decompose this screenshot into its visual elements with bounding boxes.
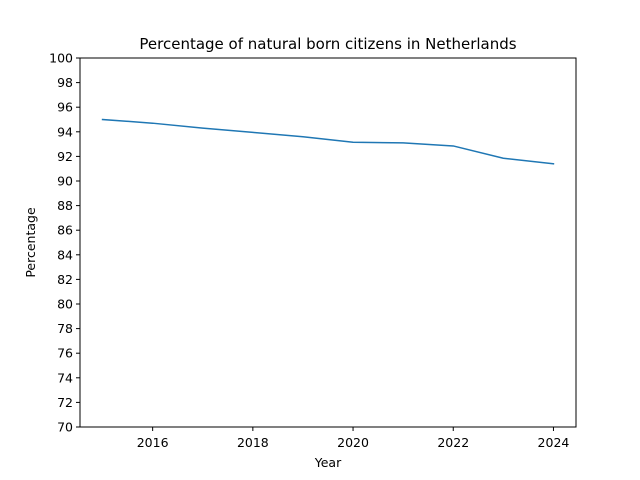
y-tick-label: 96 <box>57 100 73 115</box>
y-axis-label: Percentage <box>23 207 38 278</box>
plot-area <box>101 118 555 165</box>
y-tick-label: 82 <box>57 272 73 287</box>
chart-title: Percentage of natural born citizens in N… <box>139 35 516 53</box>
y-axis: 70 72 74 76 78 80 82 84 86 88 90 92 94 96 98 100 <box>49 51 80 435</box>
x-tick-label: 2018 <box>237 435 269 450</box>
y-tick-label: 70 <box>57 420 73 435</box>
y-tick-label: 100 <box>49 51 73 66</box>
x-axis-label: Year <box>314 455 342 470</box>
y-tick-label: 88 <box>57 198 73 213</box>
y-tick-label: 90 <box>57 174 73 189</box>
y-tick-label: 80 <box>57 297 73 312</box>
x-tick-label: 2022 <box>437 435 469 450</box>
y-tick-label: 86 <box>57 223 73 238</box>
x-tick-label: 2016 <box>137 435 169 450</box>
y-tick-label: 74 <box>57 370 73 385</box>
series-line-0 <box>101 118 555 165</box>
y-tick-label: 84 <box>57 247 73 262</box>
y-tick-label: 76 <box>57 346 73 361</box>
y-tick-label: 72 <box>57 395 73 410</box>
y-tick-label: 94 <box>57 124 73 139</box>
y-tick-label: 92 <box>57 149 73 164</box>
y-tick-label: 98 <box>57 75 73 90</box>
y-tick-label: 78 <box>57 321 73 336</box>
plot-frame <box>79 57 577 428</box>
x-axis: 2016 2018 2020 2022 2024 <box>137 427 570 450</box>
x-tick-label: 2020 <box>337 435 369 450</box>
x-tick-label: 2024 <box>538 435 570 450</box>
